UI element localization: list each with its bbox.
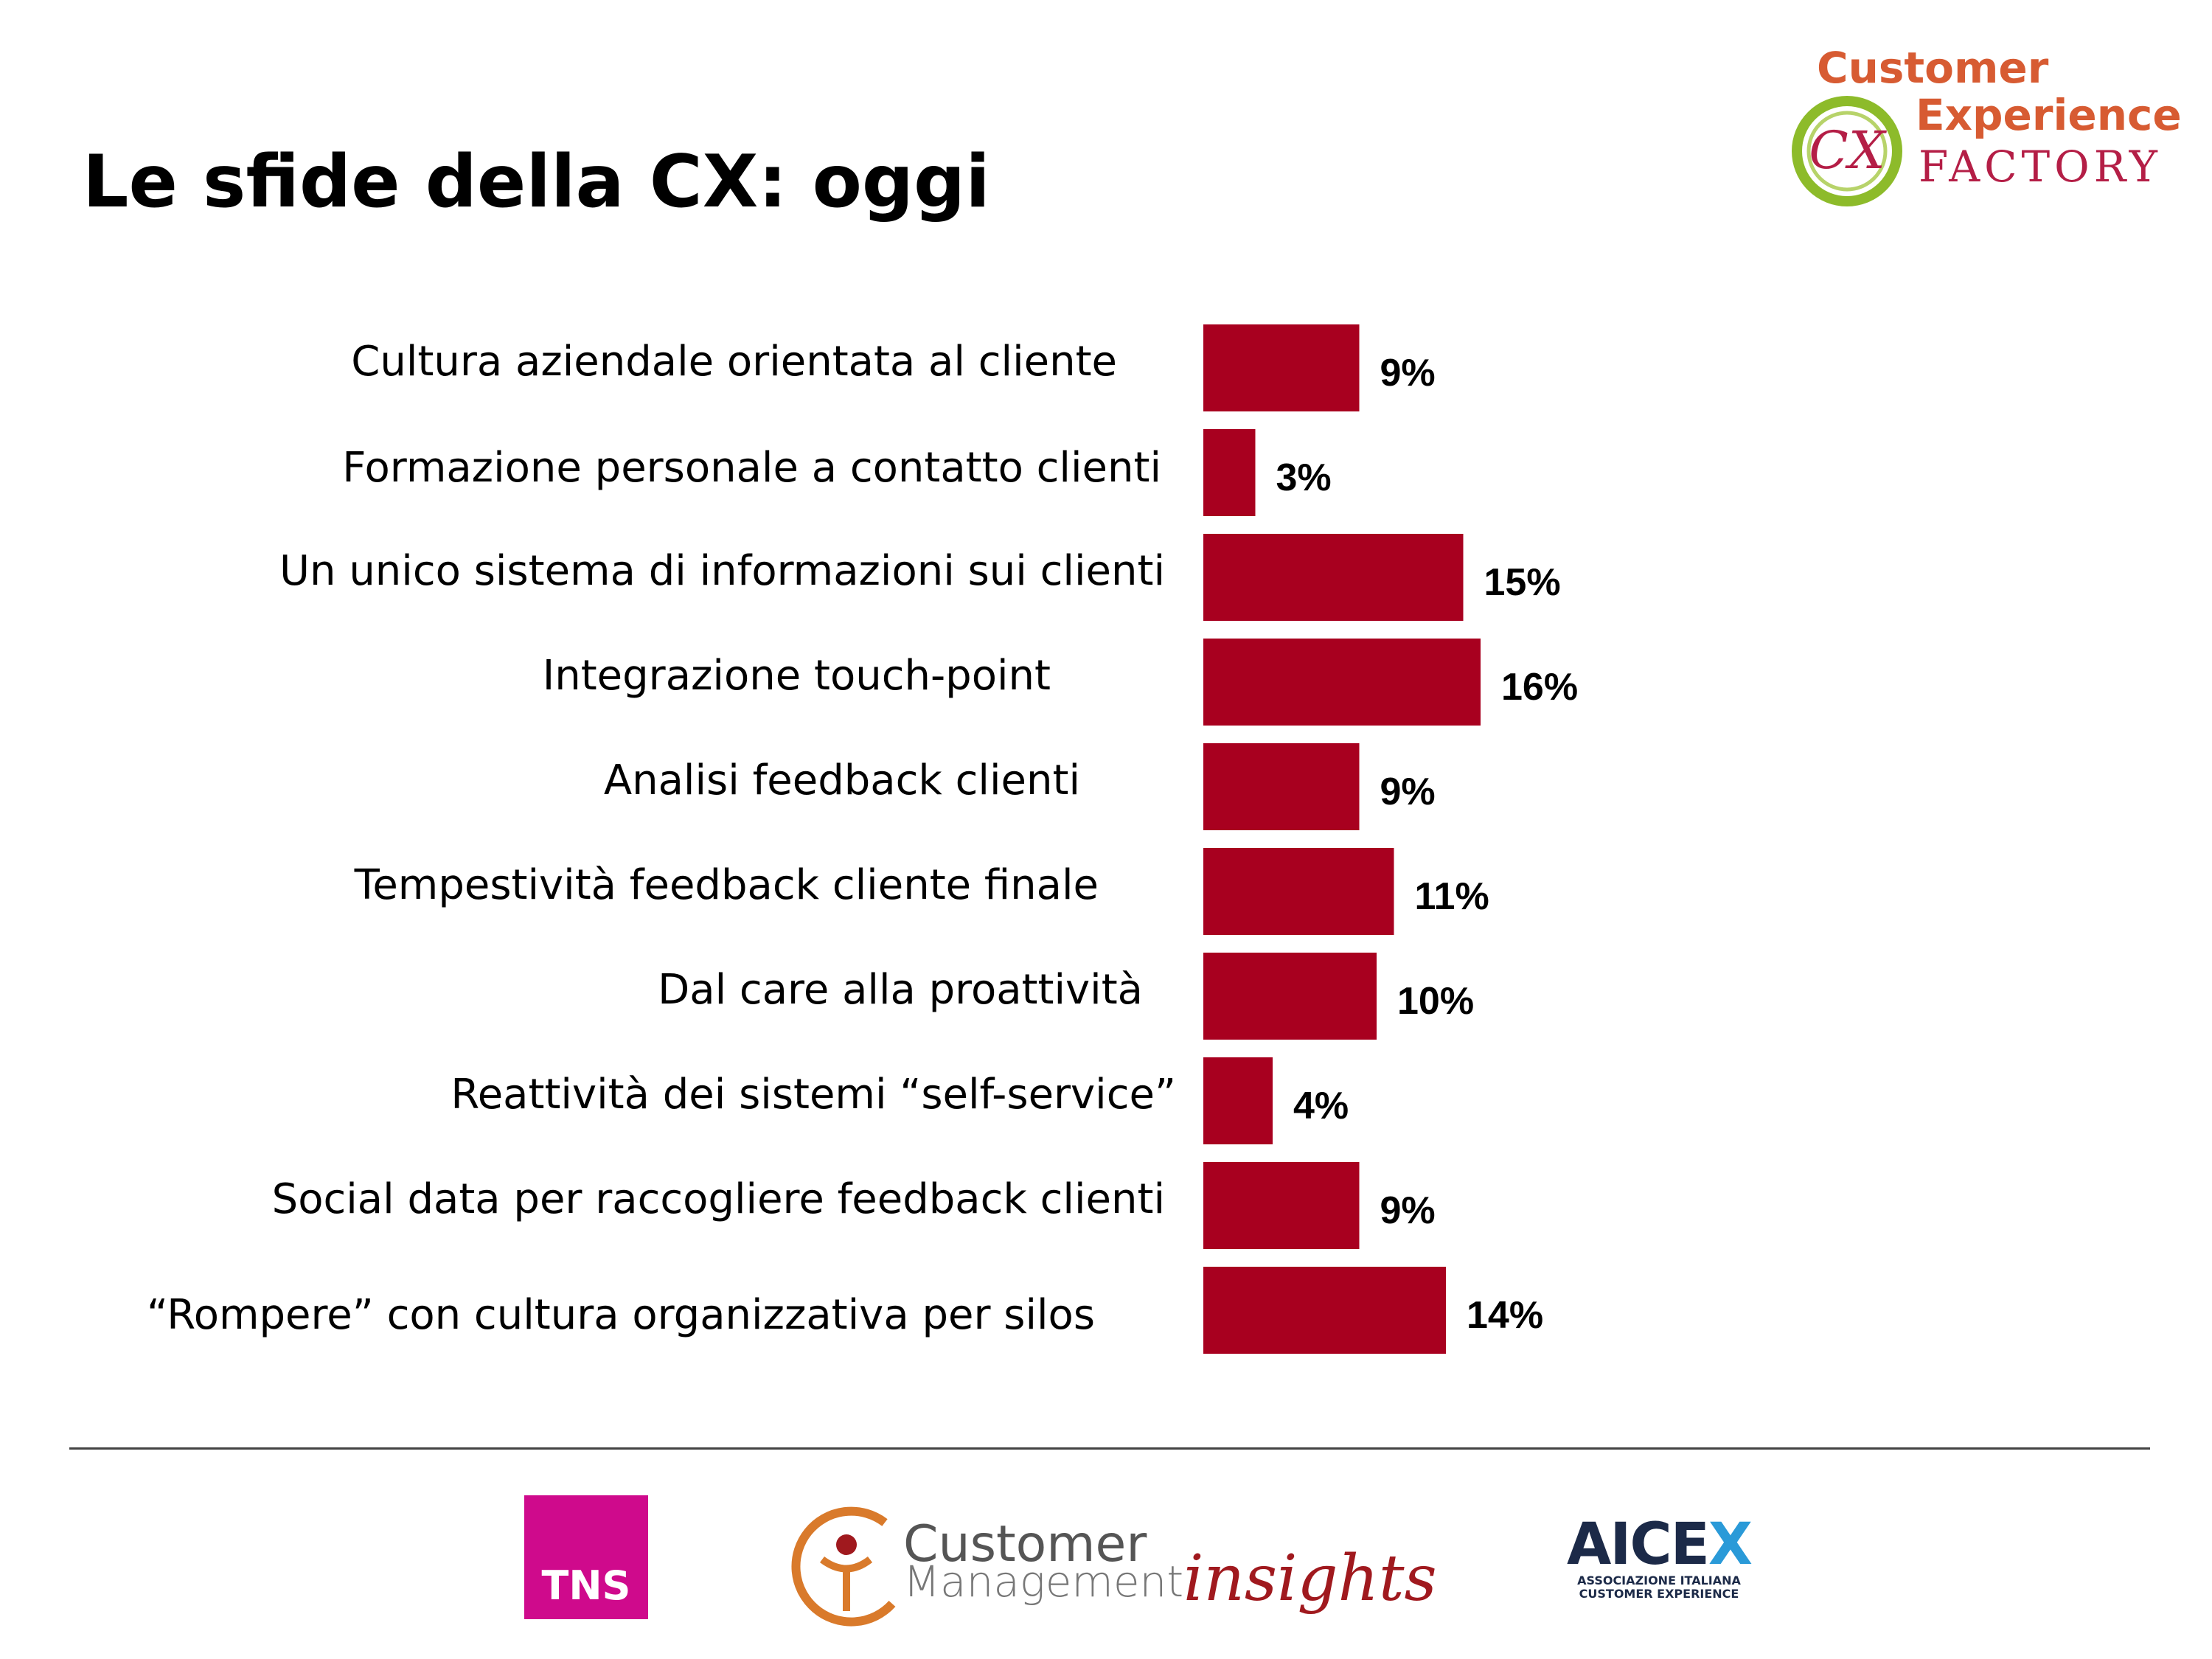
- data-label-10: 14%: [1467, 1294, 1543, 1337]
- cx-logo-line2: Experience: [1916, 90, 2182, 140]
- cmi-word3: insights: [1183, 1542, 1437, 1615]
- data-label-6: 11%: [1415, 875, 1489, 918]
- category-label-1: Cultura aziendale orientata al cliente: [351, 338, 1117, 386]
- category-label-10: “Rompere” con cultura organizzativa per …: [147, 1291, 1095, 1339]
- category-label-2: Formazione personale a contatto clienti: [342, 444, 1161, 492]
- aicex-name-accent: X: [1708, 1512, 1753, 1578]
- category-label-9: Social data per raccogliere feedback cli…: [272, 1175, 1165, 1223]
- aicex-sub2: CUSTOMER EXPERIENCE: [1579, 1587, 1739, 1601]
- bar-6: [1203, 848, 1394, 935]
- bar-7: [1203, 953, 1377, 1040]
- bar-10: [1203, 1267, 1446, 1354]
- category-label-3: Un unico sistema di informazioni sui cli…: [279, 547, 1165, 595]
- customer-management-insights-logo: Customer Management insights: [782, 1500, 1437, 1633]
- category-label-4: Integrazione touch-point: [543, 652, 1051, 700]
- cx-logo-line1: Customer: [1817, 43, 2049, 93]
- cx-ring-icon: CX: [1792, 96, 1902, 206]
- tns-logo: TNS: [524, 1495, 648, 1619]
- page-title: Le sfide della CX: oggi: [83, 140, 990, 224]
- bar-1: [1203, 324, 1360, 411]
- category-label-8: Reattività dei sistemi “self-service”: [451, 1071, 1176, 1119]
- svg-text:CX: CX: [1809, 120, 1888, 181]
- footer-divider: [69, 1447, 2150, 1450]
- data-label-5: 9%: [1380, 771, 1436, 813]
- bar-9: [1203, 1162, 1360, 1249]
- cx-logo-line3: FACTORY: [1919, 142, 2162, 192]
- data-label-7: 10%: [1397, 980, 1474, 1023]
- tns-logo-text: TNS: [541, 1562, 631, 1609]
- aicex-sub1: ASSOCIAZIONE ITALIANA: [1577, 1573, 1741, 1587]
- aicex-name: AICEX: [1548, 1515, 1770, 1574]
- data-label-4: 16%: [1501, 666, 1578, 709]
- cmi-emblem-icon: [791, 1506, 896, 1627]
- cmi-word2: Management: [903, 1557, 1184, 1607]
- bar-3: [1203, 534, 1464, 621]
- cx-factory-logo: CX Customer Experience FACTORY: [1784, 37, 2197, 214]
- category-label-6: Tempestività feedback cliente finale: [354, 861, 1099, 909]
- bar-8: [1203, 1057, 1273, 1144]
- cmi-word1: Customer: [903, 1515, 1147, 1573]
- category-label-7: Dal care alla proattività: [658, 966, 1143, 1014]
- aicex-logo: AICEX ASSOCIAZIONE ITALIANA CUSTOMER EXP…: [1548, 1515, 1770, 1626]
- data-label-1: 9%: [1380, 352, 1436, 394]
- aicex-name-main: AICE: [1566, 1512, 1710, 1578]
- bar-4: [1203, 639, 1481, 726]
- chart-svg: Cultura aziendale orientata al cliente 9%…: [147, 324, 1578, 1354]
- category-label-5: Analisi feedback clienti: [604, 757, 1080, 804]
- bar-2: [1203, 429, 1256, 516]
- data-label-2: 3%: [1276, 456, 1332, 499]
- data-label-8: 4%: [1293, 1085, 1349, 1127]
- data-label-3: 15%: [1484, 561, 1561, 604]
- bar-5: [1203, 743, 1360, 830]
- challenges-bar-chart: Cultura aziendale orientata al cliente 9%…: [0, 295, 2212, 1401]
- data-label-9: 9%: [1380, 1189, 1436, 1232]
